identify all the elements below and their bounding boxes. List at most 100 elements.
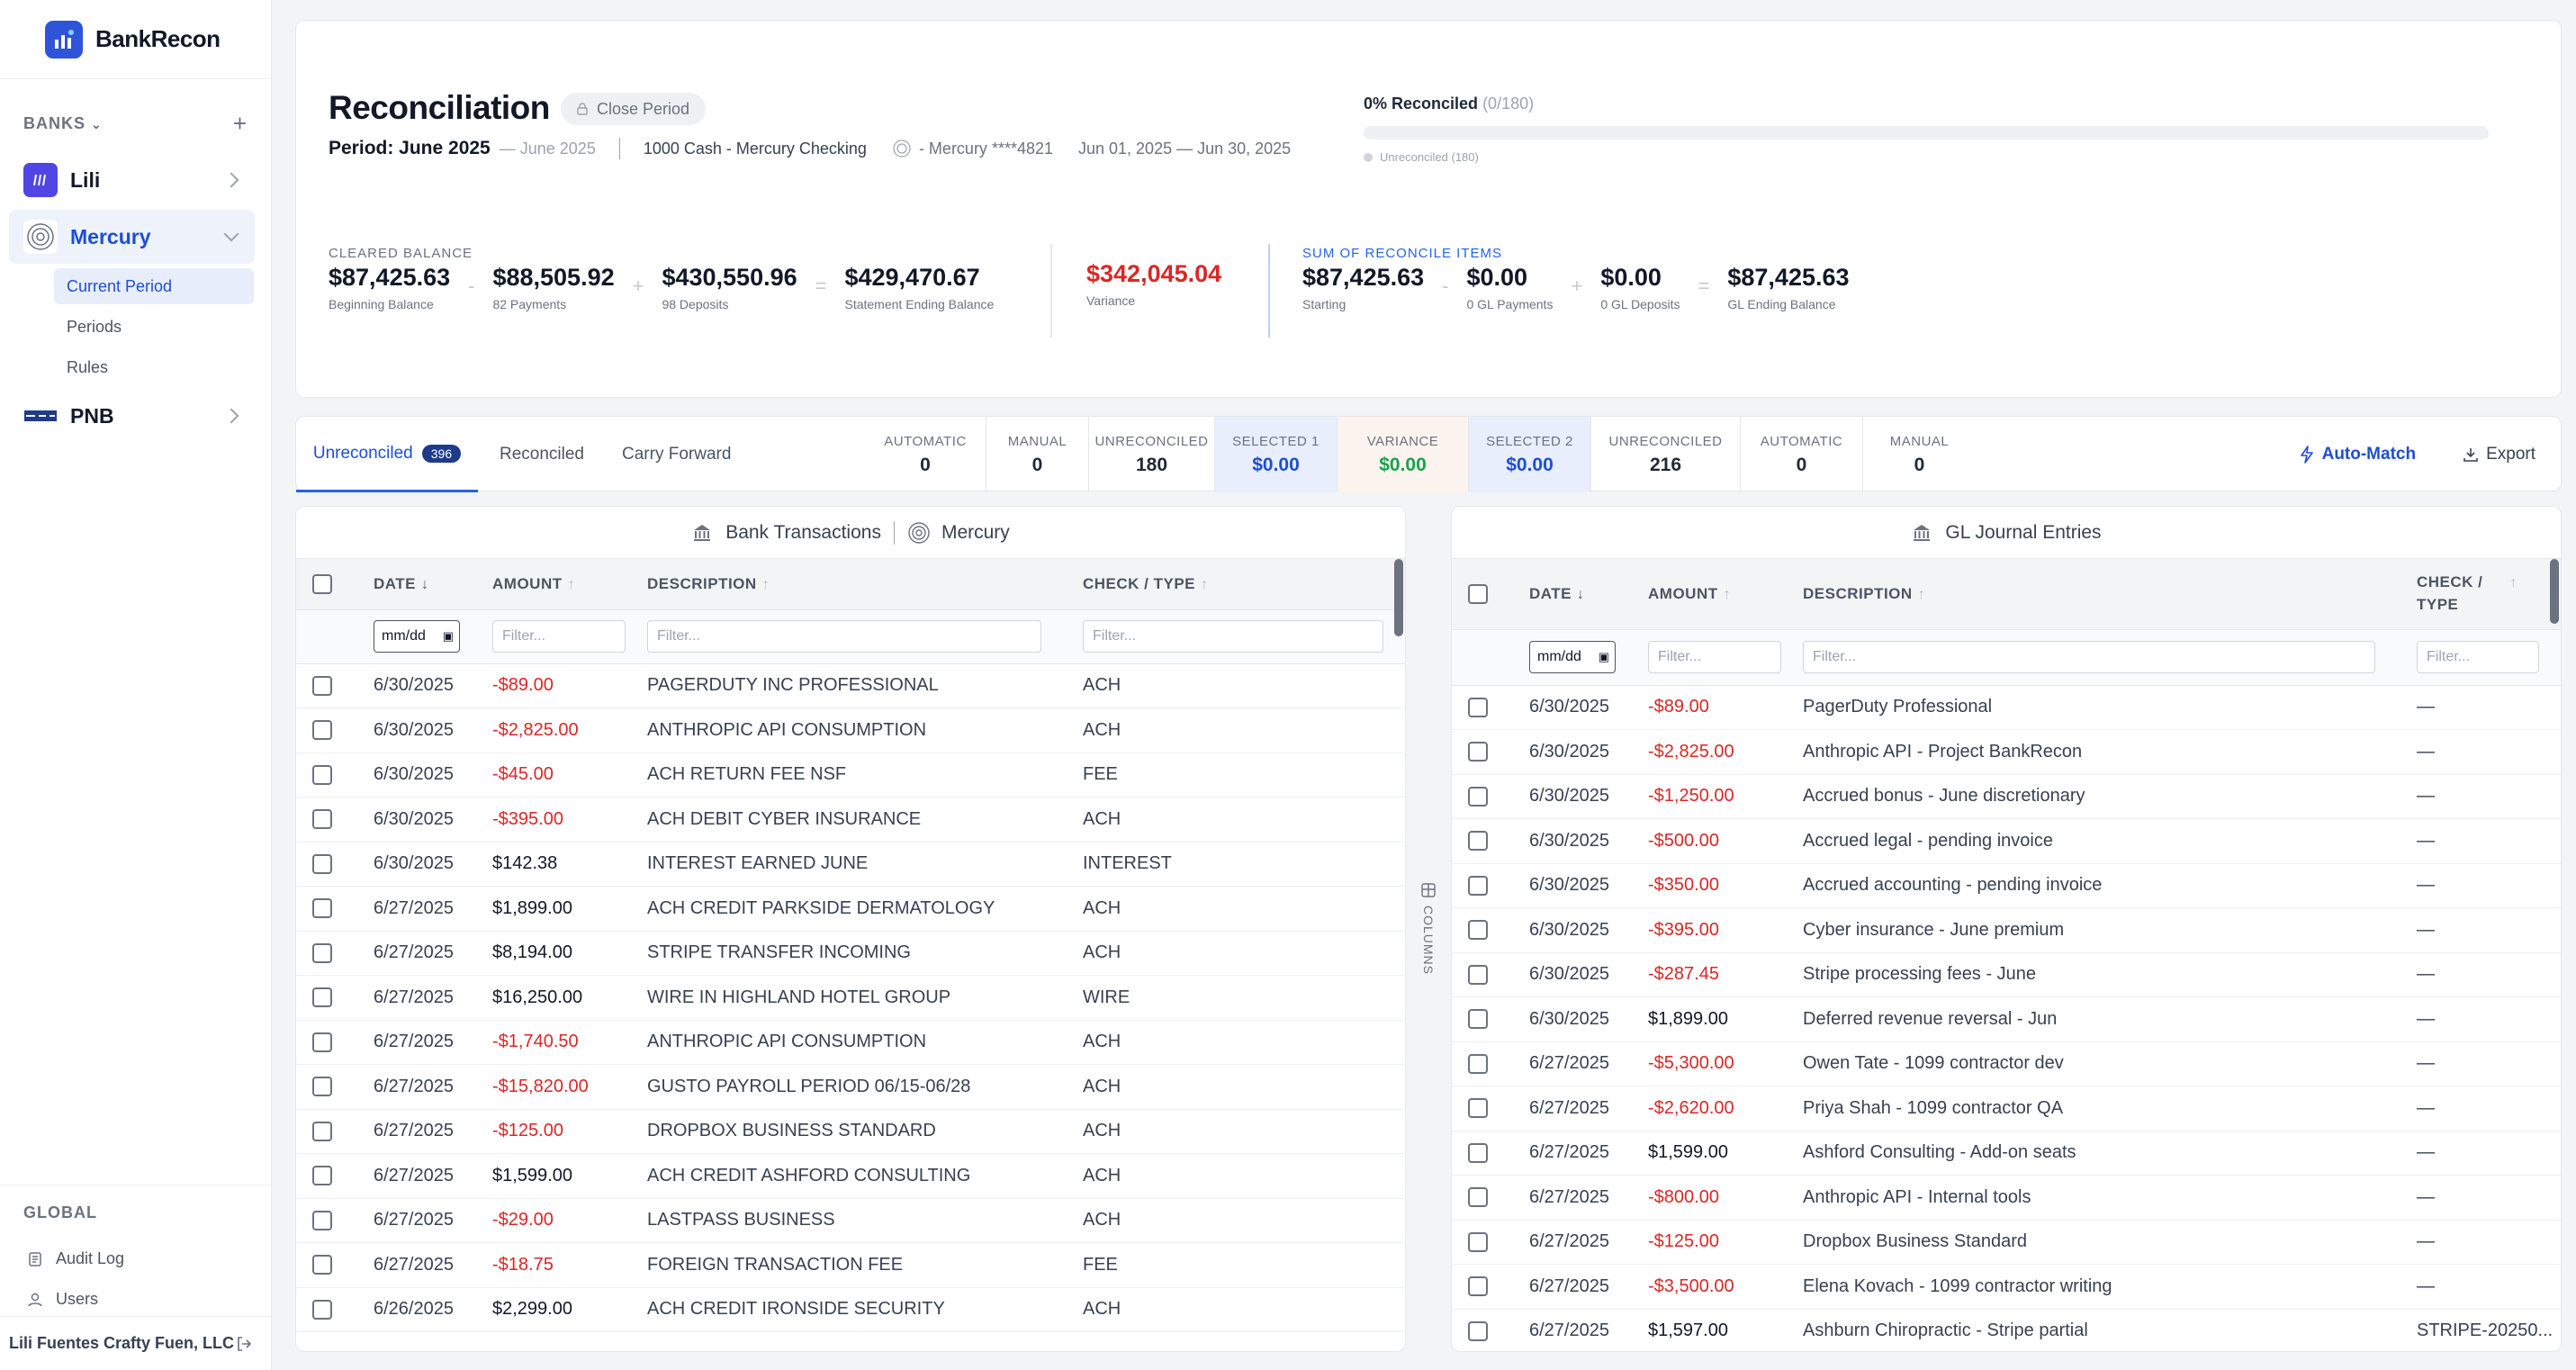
row-checkbox[interactable] — [312, 1077, 332, 1097]
row-checkbox[interactable] — [1468, 786, 1488, 807]
row-checkbox[interactable] — [1468, 697, 1488, 717]
table-row[interactable]: 6/30/2025 -$2,825.00 ANTHROPIC API CONSUMP… — [296, 708, 1405, 753]
table-row[interactable]: 6/27/2025 $1,599.00 ACH CREDIT ASHFORD CON… — [296, 1153, 1405, 1199]
row-checkbox[interactable] — [312, 1166, 332, 1186]
close-period-button[interactable]: Close Period — [561, 93, 707, 125]
col-check-type[interactable]: CHECK / TYPE ↑ — [1074, 559, 1405, 610]
table-row[interactable]: 6/30/2025 -$350.00 Accrued accounting - pe… — [1452, 863, 2561, 908]
table-row[interactable]: 6/27/2025 -$2,620.00 Priya Shah - 1099 con… — [1452, 1086, 2561, 1131]
select-all-checkbox[interactable] — [1468, 583, 1488, 604]
row-checkbox[interactable] — [312, 764, 332, 785]
subnav-periods[interactable]: Periods — [54, 309, 254, 345]
type-cell: — — [2408, 996, 2561, 1042]
date-filter-input[interactable]: mm/dd ▣ — [374, 620, 460, 653]
sidebar-bank-pnb[interactable]: PNB — [9, 389, 255, 443]
add-bank-icon[interactable]: + — [232, 110, 248, 137]
table-row[interactable]: 6/30/2025 -$395.00 Cyber insurance - June … — [1452, 907, 2561, 953]
table-row[interactable]: 6/27/2025 -$1,740.50 ANTHROPIC API CONSUMP… — [296, 1020, 1405, 1065]
row-checkbox[interactable] — [312, 1210, 332, 1230]
amount-filter-input[interactable]: Filter... — [1648, 641, 1781, 673]
date-filter-input[interactable]: mm/dd ▣ — [1529, 641, 1616, 673]
description-filter-input[interactable]: Filter... — [1803, 641, 2375, 673]
row-checkbox[interactable] — [312, 853, 332, 874]
col-description[interactable]: DESCRIPTION ↑ — [638, 559, 1074, 610]
sidebar-bank-mercury[interactable]: Mercury — [9, 210, 255, 264]
nav-users[interactable]: Users — [0, 1279, 271, 1320]
row-checkbox[interactable] — [1468, 1187, 1488, 1208]
table-row[interactable]: 6/27/2025 -$3,500.00 Elena Kovach - 1099 c… — [1452, 1264, 2561, 1310]
table-row[interactable]: 6/30/2025 -$395.00 ACH DEBIT CYBER INSURAN… — [296, 797, 1405, 843]
columns-toggle[interactable]: COLUMNS — [1417, 882, 1440, 975]
table-row[interactable]: 6/27/2025 -$125.00 DROPBOX BUSINESS STANDA… — [296, 1109, 1405, 1154]
row-checkbox[interactable] — [312, 942, 332, 963]
table-row[interactable]: 6/27/2025 $16,250.00 WIRE IN HIGHLAND HOTE… — [296, 975, 1405, 1021]
row-checkbox[interactable] — [312, 720, 332, 741]
subnav-current-period[interactable]: Current Period — [54, 268, 254, 304]
table-row[interactable]: 6/30/2025 -$89.00 PagerDuty Professional — — [1452, 685, 2561, 730]
table-row[interactable]: 6/30/2025 -$287.45 Stripe processing fees … — [1452, 952, 2561, 997]
table-row[interactable]: 6/30/2025 -$89.00 PAGERDUTY INC PROFESSION… — [296, 663, 1405, 708]
row-checkbox[interactable] — [1468, 1009, 1488, 1030]
row-checkbox[interactable] — [1468, 742, 1488, 762]
row-checkbox[interactable] — [312, 1255, 332, 1275]
row-checkbox[interactable] — [312, 898, 332, 919]
tab-reconciled[interactable]: Reconciled — [500, 417, 584, 492]
table-row[interactable]: 6/30/2025 -$500.00 Accrued legal - pending… — [1452, 818, 2561, 864]
type-filter-input[interactable]: Filter... — [2417, 641, 2539, 673]
auto-match-button[interactable]: Auto-Match — [2299, 445, 2416, 464]
scrollbar[interactable] — [2550, 559, 2559, 624]
row-checkbox[interactable] — [312, 809, 332, 830]
table-row[interactable]: 6/27/2025 -$125.00 Dropbox Business Standa… — [1452, 1220, 2561, 1265]
row-checkbox[interactable] — [1468, 1098, 1488, 1119]
amount-filter-input[interactable]: Filter... — [492, 620, 626, 653]
row-checkbox[interactable] — [1468, 831, 1488, 852]
row-checkbox[interactable] — [1468, 1276, 1488, 1297]
row-checkbox[interactable] — [312, 1121, 332, 1141]
row-checkbox[interactable] — [1468, 1053, 1488, 1074]
table-row[interactable]: 6/27/2025 $8,194.00 STRIPE TRANSFER INCOMI… — [296, 931, 1405, 976]
logout-icon[interactable] — [235, 1335, 253, 1353]
row-checkbox[interactable] — [1468, 875, 1488, 896]
nav-audit-log[interactable]: Audit Log — [0, 1239, 271, 1279]
scrollbar[interactable] — [1394, 559, 1403, 636]
table-row[interactable]: 6/27/2025 $1,899.00 ACH CREDIT PARKSIDE DE… — [296, 886, 1405, 932]
col-amount[interactable]: AMOUNT ↑ — [483, 559, 638, 610]
col-date[interactable]: DATE ↓ — [1520, 559, 1639, 630]
brand[interactable]: BankRecon — [0, 0, 271, 79]
table-row[interactable]: 6/27/2025 $1,599.00 Ashford Consulting - A… — [1452, 1131, 2561, 1176]
table-row[interactable]: 6/27/2025 $1,597.00 Ashburn Chiropractic -… — [1452, 1309, 2561, 1351]
sidebar-bank-lili[interactable]: Lili — [9, 153, 255, 207]
table-row[interactable]: 6/30/2025 -$2,825.00 Anthropic API - Proje… — [1452, 729, 2561, 775]
row-checkbox[interactable] — [1468, 1320, 1488, 1341]
table-row[interactable]: 6/26/2025 $2,299.00 ACH CREDIT IRONSIDE SE… — [296, 1287, 1405, 1332]
row-checkbox[interactable] — [1468, 1142, 1488, 1163]
table-row[interactable]: 6/27/2025 -$15,820.00 GUSTO PAYROLL PERIOD… — [296, 1064, 1405, 1110]
row-checkbox[interactable] — [1468, 964, 1488, 985]
table-row[interactable]: 6/30/2025 -$1,250.00 Accrued bonus - June … — [1452, 774, 2561, 819]
col-amount[interactable]: AMOUNT ↑ — [1639, 559, 1794, 630]
row-checkbox[interactable] — [312, 987, 332, 1008]
subnav-rules[interactable]: Rules — [54, 349, 254, 385]
table-row[interactable]: 6/30/2025 -$45.00 ACH RETURN FEE NSF FEE — [296, 753, 1405, 798]
select-all-checkbox[interactable] — [312, 573, 332, 594]
table-row[interactable]: 6/27/2025 -$800.00 Anthropic API - Interna… — [1452, 1175, 2561, 1221]
table-row[interactable]: 6/27/2025 -$5,300.00 Owen Tate - 1099 cont… — [1452, 1041, 2561, 1086]
row-checkbox[interactable] — [312, 675, 332, 696]
row-checkbox[interactable] — [1468, 920, 1488, 941]
row-checkbox[interactable] — [312, 1299, 332, 1320]
col-date[interactable]: DATE ↓ — [365, 559, 483, 610]
type-filter-input[interactable]: Filter... — [1083, 620, 1383, 653]
description-filter-input[interactable]: Filter... — [647, 620, 1041, 653]
row-checkbox[interactable] — [1468, 1231, 1488, 1252]
table-row[interactable]: 6/27/2025 -$29.00 LASTPASS BUSINESS ACH — [296, 1198, 1405, 1243]
col-check-type[interactable]: CHECK / ↑ TYPE — [2408, 559, 2561, 630]
tab-unreconciled[interactable]: Unreconciled 396 — [296, 417, 478, 492]
row-checkbox[interactable] — [312, 1032, 332, 1052]
tab-carry-forward[interactable]: Carry Forward — [622, 417, 731, 492]
table-row[interactable]: 6/30/2025 $142.38 INTEREST EARNED JUNE INTE… — [296, 842, 1405, 887]
export-button[interactable]: Export — [2463, 445, 2535, 464]
banks-toggle[interactable]: BANKS ⌄ — [23, 114, 103, 133]
table-row[interactable]: 6/30/2025 $1,899.00 Deferred revenue rever… — [1452, 996, 2561, 1042]
col-description[interactable]: DESCRIPTION ↑ — [1794, 559, 2408, 630]
table-row[interactable]: 6/27/2025 -$18.75 FOREIGN TRANSACTION FEE F… — [296, 1242, 1405, 1288]
